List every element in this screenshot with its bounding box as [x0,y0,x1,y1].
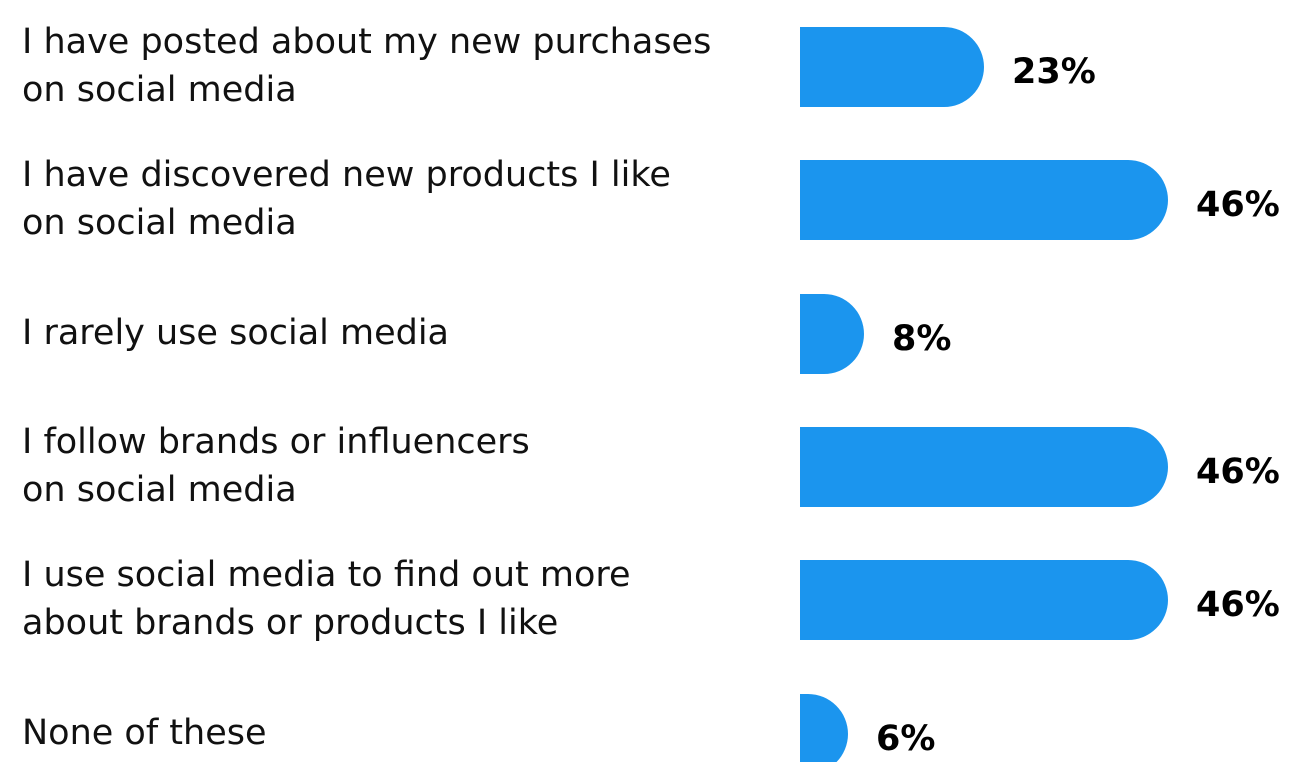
bar-1 [800,160,1168,240]
category-label-1: I have discovered new products I like on … [22,155,671,243]
bar-5 [800,694,848,762]
category-label-line: on social media [22,70,297,110]
value-label-5: 6% [876,719,935,759]
category-label-3: I follow brands or influencers on social … [22,422,530,510]
bar-0 [800,27,984,107]
value-label-3: 46% [1196,452,1280,492]
value-label-4: 46% [1196,585,1280,625]
category-label-line: on social media [22,470,297,510]
category-label-line: I use social media to find out more [22,555,631,595]
value-label-1: 46% [1196,185,1280,225]
category-label-4: I use social media to find out more about… [22,555,631,643]
category-label-line: I have posted about my new purchases [22,22,711,62]
value-label-2: 8% [892,319,951,359]
bar-3 [800,427,1168,507]
value-label-0: 23% [1012,52,1096,92]
category-label-line: I rarely use social media [22,313,449,353]
category-label-line: about brands or products I like [22,603,558,643]
category-label-line: on social media [22,203,297,243]
value-labels: 23% 46% 8% 46% 46% 6% [876,52,1280,759]
category-label-line: I follow brands or influencers [22,422,530,462]
bar-4 [800,560,1168,640]
category-label-2: I rarely use social media [22,313,449,353]
category-label-5: None of these [22,713,267,753]
bars [800,27,1168,762]
category-label-line: None of these [22,713,267,753]
category-label-line: I have discovered new products I like [22,155,671,195]
category-labels: I have posted about my new purchases on s… [22,22,711,753]
bar-2 [800,294,864,374]
category-label-0: I have posted about my new purchases on s… [22,22,711,110]
